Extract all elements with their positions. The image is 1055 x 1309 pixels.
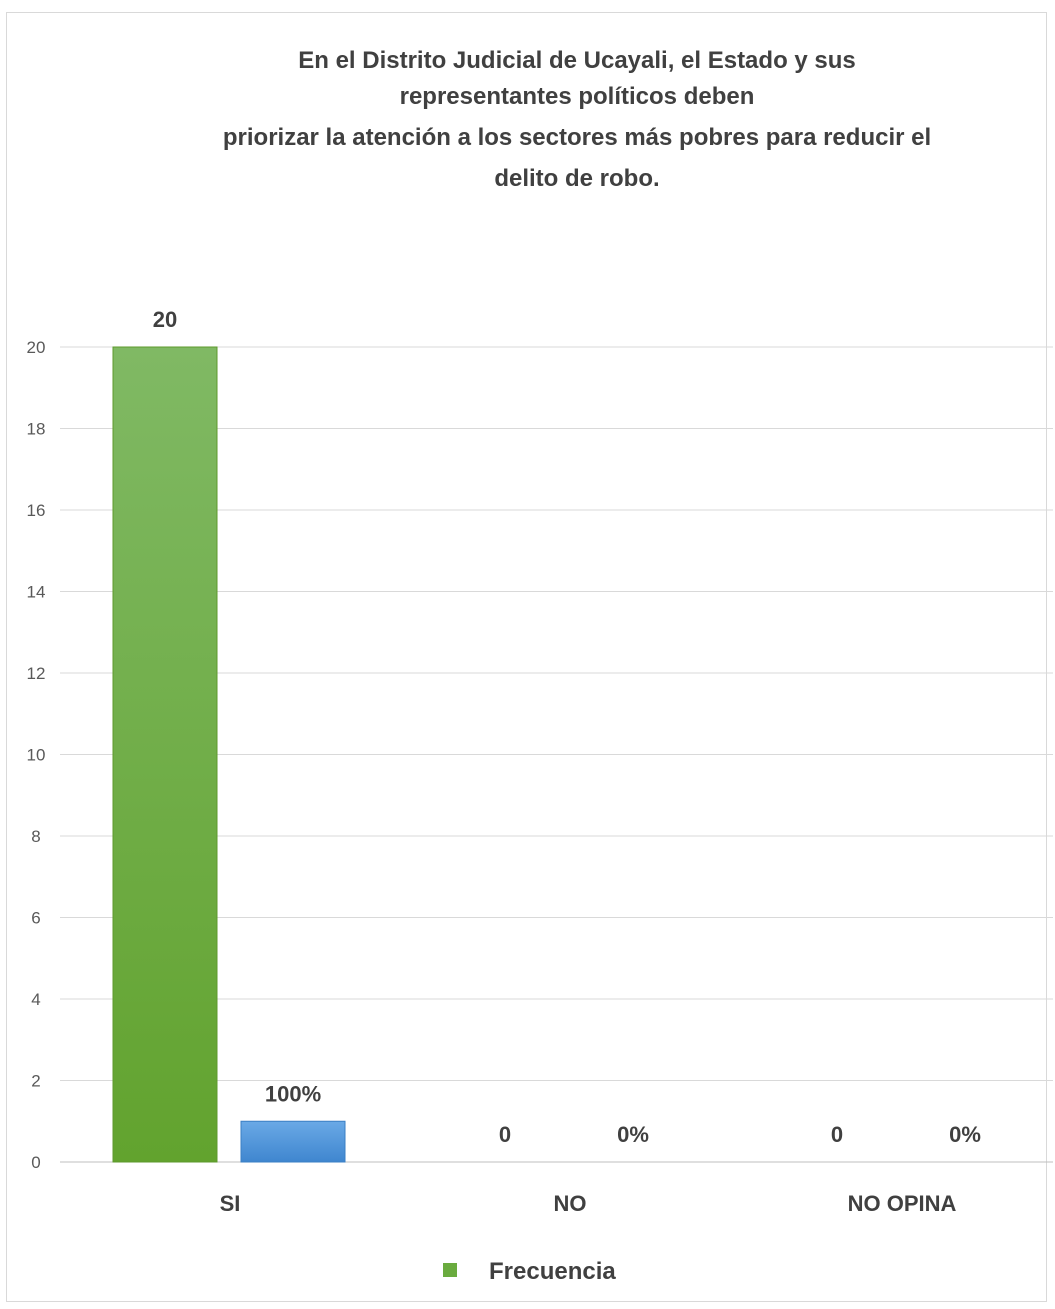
y-tick-label: 10	[27, 746, 46, 765]
chart-title-line: delito de robo.	[494, 165, 659, 192]
chart-title-line: priorizar la atención a los sectores más…	[223, 124, 931, 151]
legend-swatch-frecuencia	[443, 1263, 457, 1277]
data-label: 0	[831, 1122, 843, 1147]
y-tick-label: 8	[31, 827, 40, 846]
chart-title-line: representantes políticos deben	[400, 83, 755, 110]
y-tick-label: 18	[27, 420, 46, 439]
data-label: 0%	[617, 1122, 649, 1147]
chart-title-line: En el Distrito Judicial de Ucayali, el E…	[298, 47, 856, 74]
y-axis-ticks: 0 2 4 6 8 10 12 14 16 18 20	[27, 338, 46, 1172]
y-tick-label: 16	[27, 501, 46, 520]
bars	[112, 346, 346, 1163]
data-label: 100%	[265, 1081, 321, 1106]
chart-title: En el Distrito Judicial de Ucayali, el E…	[223, 47, 931, 192]
data-label: 20	[153, 307, 177, 332]
x-category-label: SI	[220, 1191, 241, 1216]
y-tick-label: 20	[27, 338, 46, 357]
gridlines	[60, 346, 1053, 1163]
x-category-label: NO	[554, 1191, 587, 1216]
y-tick-label: 2	[31, 1072, 40, 1091]
y-tick-label: 4	[31, 990, 40, 1009]
y-tick-label: 6	[31, 909, 40, 928]
data-label: 0%	[949, 1122, 981, 1147]
data-labels: 20 0 0 100% 0% 0%	[153, 307, 981, 1147]
x-axis-categories: SI NO NO OPINA	[220, 1191, 957, 1216]
legend: Frecuencia	[443, 1258, 616, 1285]
y-tick-label: 12	[27, 664, 46, 683]
legend-label: Frecuencia	[489, 1258, 616, 1285]
y-tick-label: 0	[31, 1153, 40, 1172]
data-label: 0	[499, 1122, 511, 1147]
y-tick-label: 14	[27, 583, 46, 602]
bar-frecuencia	[112, 346, 218, 1163]
x-category-label: NO OPINA	[848, 1191, 957, 1216]
bar-porcentaje	[240, 1120, 346, 1163]
